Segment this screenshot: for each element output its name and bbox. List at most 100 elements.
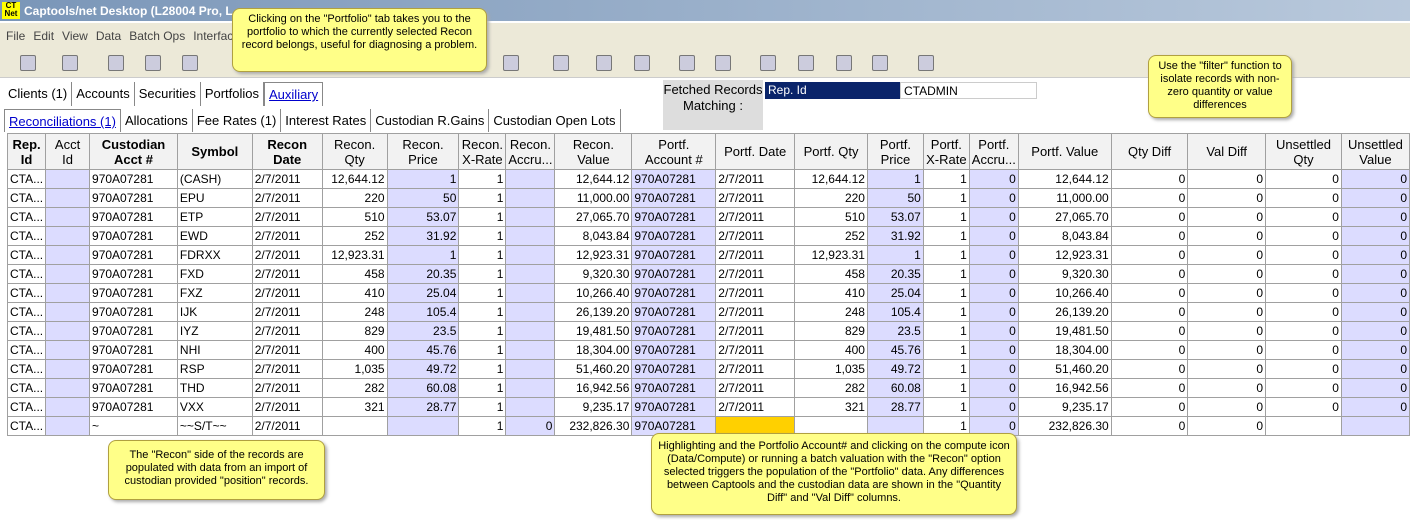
grid-cell: 970A07281 (89, 359, 178, 379)
grid-cell: 510 (321, 207, 388, 227)
tab[interactable]: Accounts (72, 82, 135, 106)
grid-cell: 31.92 (866, 226, 924, 246)
grid-row[interactable]: CTA... 970A07281 NHI 2/7/2011 400 45.76 1 18,30… (6, 340, 1410, 360)
column-header[interactable]: Recon. Price (386, 133, 460, 170)
column-header[interactable]: Rep. Id (6, 133, 47, 170)
column-header[interactable]: Portf. Accru... (968, 133, 1019, 170)
grid-row[interactable]: CTA... 970A07281 EPU 2/7/2011 220 50 1 11,000.0… (6, 188, 1410, 208)
column-header[interactable]: Recon. X-Rate (458, 133, 507, 170)
grid-row[interactable]: CTA... 970A07281 FDRXX 2/7/2011 12,923.31 1 1 1… (6, 245, 1410, 265)
grid-cell: 2/7/2011 (715, 397, 796, 417)
tool-icon[interactable] (596, 55, 612, 71)
grid-cell: 0 (1340, 226, 1410, 246)
tool-icon[interactable] (872, 55, 888, 71)
grid-row[interactable]: CTA... 970A07281 FXZ 2/7/2011 410 25.04 1 10,26… (6, 283, 1410, 303)
tool-icon[interactable] (20, 55, 36, 71)
grid-row[interactable]: CTA... 970A07281 THD 2/7/2011 282 60.08 1 16,94… (6, 378, 1410, 398)
column-header[interactable]: Unsettled Qty (1265, 133, 1342, 170)
column-header[interactable]: Recon. Accru... (505, 133, 556, 170)
grid-row[interactable]: CTA... 970A07281 VXX 2/7/2011 321 28.77 1 9,235… (6, 397, 1410, 417)
tool-icon[interactable] (836, 55, 852, 71)
tab[interactable]: Allocations (121, 109, 193, 132)
grid-cell: 2/7/2011 (251, 397, 323, 417)
grid-cell: 829 (321, 321, 388, 341)
grid-cell: 970A07281 (631, 397, 717, 417)
grid-row[interactable]: CTA... 970A07281 IJK 2/7/2011 248 105.4 1 26,13… (6, 302, 1410, 322)
grid-cell: EPU (176, 188, 253, 208)
tool-icon[interactable] (503, 55, 519, 71)
column-header[interactable]: Portf. Qty (794, 133, 868, 170)
column-header[interactable]: Custodian Acct # (89, 133, 178, 170)
menu-item[interactable]: Batch Ops (129, 29, 186, 43)
tab[interactable]: Reconciliations (1) (4, 109, 121, 132)
grid-row[interactable]: CTA... 970A07281 IYZ 2/7/2011 829 23.5 1 19,481… (6, 321, 1410, 341)
column-header[interactable]: Qty Diff (1110, 133, 1189, 170)
grid-cell (45, 302, 91, 322)
column-header[interactable]: Portf. Value (1017, 133, 1112, 170)
column-header[interactable]: Portf. Date (715, 133, 796, 170)
tab[interactable]: Clients (1) (4, 82, 73, 106)
tab[interactable]: Securities (135, 82, 201, 106)
grid-cell: CTA... (6, 207, 47, 227)
column-header[interactable]: Portf. Account # (631, 133, 717, 170)
tab[interactable]: Interest Rates (281, 109, 372, 132)
tool-icon[interactable] (634, 55, 650, 71)
column-header[interactable]: Symbol (176, 133, 253, 170)
grid-row[interactable]: CTA... 970A07281 FXD 2/7/2011 458 20.35 1 9,320… (6, 264, 1410, 284)
tool-icon[interactable] (679, 55, 695, 71)
filter-field[interactable]: Rep. Id (765, 82, 900, 99)
filter-value[interactable]: CTADMIN (900, 82, 1037, 99)
grid-cell: 0 (1187, 378, 1267, 398)
grid-cell: 2/7/2011 (715, 226, 796, 246)
grid-row[interactable]: CTA... 970A07281 ETP 2/7/2011 510 53.07 1 27,06… (6, 207, 1410, 227)
grid-cell (45, 226, 91, 246)
menu-item[interactable]: View (62, 29, 88, 43)
tool-icon[interactable] (145, 55, 161, 71)
column-header[interactable]: Unsettled Value (1340, 133, 1410, 170)
grid-cell: 0 (1110, 264, 1189, 284)
grid-cell: 0 (968, 226, 1019, 246)
grid-cell: 12,923.31 (794, 245, 868, 265)
tab[interactable]: Fee Rates (1) (193, 109, 282, 132)
grid-cell: 19,481.50 (1017, 321, 1112, 341)
tool-icon[interactable] (108, 55, 124, 71)
column-header[interactable]: Recon. Value (554, 133, 633, 170)
tab[interactable]: Custodian Open Lots (489, 109, 621, 132)
column-header[interactable]: Portf. Price (866, 133, 924, 170)
tool-icon[interactable] (62, 55, 78, 71)
tool-icon[interactable] (715, 55, 731, 71)
grid-row[interactable]: CTA... 970A07281 (CASH) 2/7/2011 12,644.12 1 1… (6, 169, 1410, 189)
tab[interactable]: Custodian R.Gains (371, 109, 490, 132)
column-header[interactable]: Portf. X-Rate (922, 133, 970, 170)
column-header[interactable]: Recon Date (251, 133, 323, 170)
grid-cell: 252 (321, 226, 388, 246)
grid-cell: 410 (321, 283, 388, 303)
grid-row[interactable]: CTA... ~ ~~S/T~~ 2/7/2011 1 0 232,826.30 970A07… (6, 416, 1410, 436)
grid-cell: 51,460.20 (554, 359, 633, 379)
tool-icon[interactable] (760, 55, 776, 71)
grid-row[interactable]: CTA... 970A07281 RSP 2/7/2011 1,035 49.72 1 51,… (6, 359, 1410, 379)
grid-cell: 248 (321, 302, 388, 322)
column-header[interactable]: Acct Id (45, 133, 91, 170)
column-header[interactable]: Val Diff (1187, 133, 1267, 170)
grid-cell: 53.07 (386, 207, 460, 227)
grid-cell: 25.04 (386, 283, 460, 303)
grid-row[interactable]: CTA... 970A07281 EWD 2/7/2011 252 31.92 1 8,043… (6, 226, 1410, 246)
tool-icon[interactable] (182, 55, 198, 71)
grid-cell: 2/7/2011 (715, 245, 796, 265)
tool-icon[interactable] (798, 55, 814, 71)
menu-item[interactable]: Data (95, 29, 122, 43)
tool-icon[interactable] (918, 55, 934, 71)
grid-cell: 0 (1265, 207, 1342, 227)
grid-cell: CTA... (6, 245, 47, 265)
tab[interactable]: Portfolios (201, 82, 265, 106)
grid-cell: 26,139.20 (1017, 302, 1112, 322)
menu-item[interactable]: File (6, 29, 26, 43)
tab[interactable]: Auxiliary (264, 82, 324, 106)
grid-cell: 16,942.56 (1017, 378, 1112, 398)
grid-cell: 0 (1340, 397, 1410, 417)
tool-icon[interactable] (553, 55, 569, 71)
column-header[interactable]: Recon. Qty (321, 133, 388, 170)
menu-item[interactable]: Edit (33, 29, 55, 43)
grid-cell: 0 (1110, 245, 1189, 265)
